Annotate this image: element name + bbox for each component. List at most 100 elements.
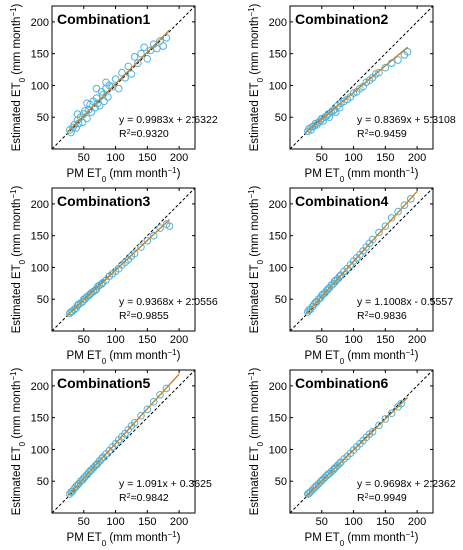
panel-title: Combination6 — [295, 375, 389, 391]
data-point — [375, 68, 383, 77]
data-point — [310, 484, 318, 493]
data-point — [137, 411, 145, 420]
data-point — [406, 195, 415, 203]
y-axis-label: Estimated ET0 (mm month−1) — [9, 185, 27, 333]
x-tick-label: 50 — [78, 334, 90, 346]
data-point — [375, 421, 383, 430]
r-squared: R2=0.9836 — [357, 310, 407, 322]
regression-line — [67, 219, 171, 316]
data-point — [104, 93, 112, 101]
regression-equation: y = 0.9698x + 2.2362 — [357, 478, 456, 490]
data-point — [312, 121, 321, 129]
panel-title: Combination1 — [57, 11, 151, 27]
data-point — [312, 297, 321, 306]
y-tick-label: 200 — [31, 199, 49, 211]
x-axis-label: PM ET0 (mm month−1) — [67, 166, 181, 184]
regression-line — [67, 373, 180, 496]
x-axis-label: PM ET0 (mm month−1) — [305, 530, 419, 548]
y-tick-label: 50 — [275, 294, 287, 306]
axes-frame — [51, 187, 196, 332]
x-tick-label: 50 — [316, 516, 328, 528]
data-point — [153, 44, 161, 53]
data-point — [143, 54, 152, 63]
data-point — [325, 113, 334, 122]
data-point — [156, 224, 164, 232]
chart-panel-6: 50 100 150 200 50 100 150 200 Combination6 y = 0.… — [247, 367, 456, 547]
data-point — [73, 110, 82, 118]
x-tick-label: 150 — [138, 516, 156, 528]
y-tick-label: 200 — [269, 199, 287, 211]
y-tick-label: 100 — [269, 444, 287, 456]
regression-line — [305, 46, 409, 133]
data-point — [143, 236, 152, 245]
data-point — [310, 300, 318, 309]
r-squared: R2=0.9949 — [357, 492, 407, 504]
axes-frame — [51, 5, 196, 150]
data-point — [74, 479, 83, 488]
data-point — [102, 78, 110, 87]
axes-frame — [289, 369, 434, 514]
data-point — [72, 482, 80, 491]
x-axis-label: PM ET0 (mm month−1) — [305, 166, 419, 184]
data-point — [329, 465, 338, 474]
data-point — [331, 276, 340, 284]
data-point — [65, 309, 74, 318]
data-point — [323, 286, 331, 295]
data-point — [381, 222, 390, 230]
data-point — [149, 231, 158, 240]
data-point — [81, 295, 89, 304]
data-point — [159, 42, 168, 50]
x-tick-label: 100 — [344, 516, 362, 528]
regression-equation: y = 0.9368x + 2.0556 — [119, 296, 218, 308]
x-tick-label: 150 — [376, 334, 394, 346]
axes-frame — [289, 5, 434, 150]
x-tick-label: 150 — [138, 334, 156, 346]
y-tick-label: 200 — [31, 381, 49, 393]
axes-frame — [51, 369, 196, 514]
x-tick-label: 100 — [106, 334, 124, 346]
y-tick-label: 100 — [269, 80, 287, 92]
data-point — [381, 415, 390, 423]
data-point — [335, 459, 344, 468]
y-tick-label: 150 — [269, 413, 287, 425]
x-tick-label: 200 — [408, 516, 426, 528]
regression-equation: y = 0.9983x + 2.6322 — [119, 114, 218, 126]
data-point — [394, 56, 402, 64]
scatter-points — [303, 195, 415, 316]
y-tick-label: 150 — [31, 49, 49, 61]
r-squared: R2=0.9842 — [119, 492, 169, 504]
r-squared: R2=0.9459 — [357, 128, 407, 140]
panel-title: Combination3 — [57, 193, 151, 209]
data-point — [130, 418, 139, 427]
chart-panel-4: 50 100 150 200 50 100 150 200 Combination4 y = 1.… — [247, 185, 454, 365]
data-point — [83, 99, 91, 108]
data-point — [91, 286, 100, 295]
one-to-one-line — [290, 6, 433, 149]
data-point — [325, 469, 334, 478]
data-point — [72, 124, 80, 132]
y-tick-label: 150 — [31, 231, 49, 243]
data-point — [92, 94, 101, 102]
x-axis-label: PM ET0 (mm month−1) — [67, 530, 181, 548]
chart-panel-3: 50 100 150 200 50 100 150 200 Combination3 y = 0.… — [9, 185, 218, 365]
x-tick-label: 150 — [376, 152, 394, 164]
y-axis-label: Estimated ET0 (mm month−1) — [247, 185, 265, 333]
regression-line — [305, 190, 418, 315]
y-tick-label: 50 — [37, 294, 49, 306]
data-point — [130, 53, 139, 61]
chart-panel-5: 50 100 150 200 50 100 150 200 Combination5 y = 1.… — [9, 367, 212, 547]
x-tick-label: 50 — [316, 334, 328, 346]
data-point — [127, 70, 136, 78]
y-tick-label: 200 — [269, 17, 287, 29]
y-axis-label: Estimated ET0 (mm month−1) — [247, 367, 265, 515]
y-tick-label: 150 — [269, 231, 287, 243]
data-point — [375, 228, 383, 237]
data-point — [312, 481, 321, 490]
regression-line — [67, 29, 171, 132]
one-to-one-line — [290, 188, 433, 331]
data-point — [137, 243, 145, 251]
y-axis-label: Estimated ET0 (mm month−1) — [9, 3, 27, 151]
data-point — [87, 465, 96, 474]
scatter-points — [65, 384, 171, 498]
data-point — [323, 471, 331, 480]
